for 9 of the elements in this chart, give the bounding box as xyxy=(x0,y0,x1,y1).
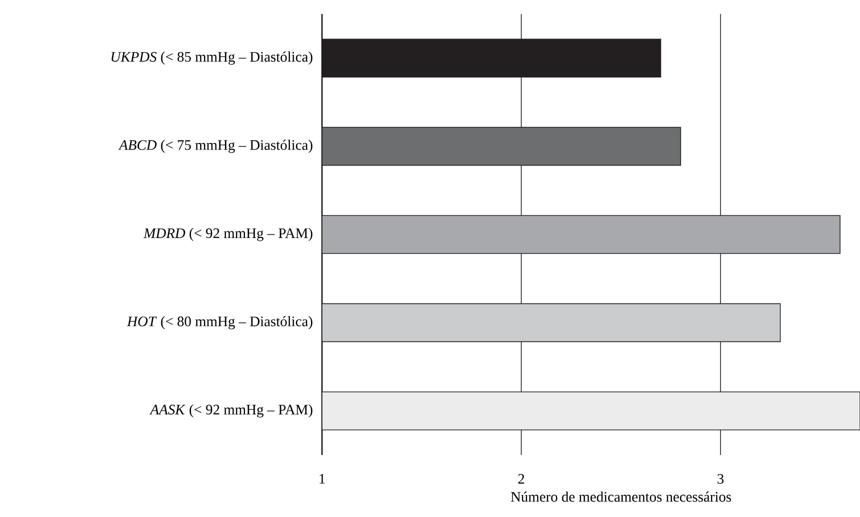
x-tick-label: 1 xyxy=(320,474,325,484)
y-tick-label: ABCD (< 75 mmHg – Diastólica) xyxy=(118,140,312,153)
y-tick-label: AASK (< 92 mmHg – PAM) xyxy=(149,404,312,418)
y-tick-label: MDRD (< 92 mmHg – PAM) xyxy=(143,228,312,242)
x-tick-label: 3 xyxy=(718,474,724,484)
y-tick-label: UKPDS (< 85 mmHg – Diastólica) xyxy=(112,52,312,65)
x-tick-label: 2 xyxy=(518,474,524,484)
x-axis-title: Número de medicamentos necessários xyxy=(510,492,732,502)
y-tick-label: HOT (< 80 mmHg – Diastólica) xyxy=(126,316,312,330)
